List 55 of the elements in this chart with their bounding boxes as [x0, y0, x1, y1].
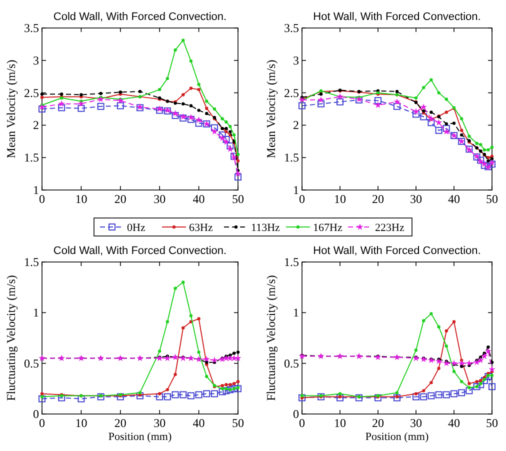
y-tick-label: 3.5 [24, 21, 39, 35]
x-tick-label: 40 [448, 192, 460, 206]
y-tick-label: 0.5 [24, 356, 39, 370]
legend-label: 223Hz [375, 222, 404, 234]
y-axis-title: Fluctuating Velocity (m/s) [4, 275, 18, 401]
y-tick-label: 2 [293, 118, 299, 132]
y-tick-label: 0 [293, 407, 299, 421]
x-tick-label: 20 [372, 416, 384, 430]
y-tick-label: 1.5 [284, 255, 299, 269]
y-axis-title: Fluctuating Velocity (m/s) [264, 275, 278, 401]
y-axis-title: Mean Velocity (m/s) [4, 60, 18, 158]
x-axis-title: Position (mm) [365, 431, 429, 443]
x-tick-label: 50 [232, 192, 244, 206]
y-tick-label: 1.5 [24, 150, 39, 165]
x-tick-label: 50 [232, 416, 244, 430]
x-tick-label: 50 [486, 416, 498, 430]
legend-label: 167Hz [313, 222, 342, 234]
x-tick-label: 40 [192, 192, 205, 206]
y-tick-label: 3 [293, 53, 299, 68]
y-tick-label: 1 [33, 306, 39, 320]
x-tick-label: 20 [372, 192, 384, 206]
y-tick-label: 1 [293, 306, 299, 320]
x-tick-label: 40 [448, 416, 460, 430]
x-tick-label: 40 [192, 416, 205, 430]
y-tick-label: 1 [33, 183, 39, 197]
x-tick-label: 30 [154, 192, 166, 206]
legend-label: 0Hz [127, 222, 146, 234]
x-tick-label: 20 [114, 192, 126, 206]
y-tick-label: 0.5 [284, 356, 299, 370]
y-tick-label: 0 [33, 407, 39, 421]
x-axis-title: Position (mm) [108, 431, 172, 443]
legend-label: 63Hz [189, 222, 213, 234]
y-tick-label: 2.5 [284, 86, 299, 100]
x-tick-label: 50 [486, 192, 498, 206]
chart-title: Hot Wall, With Forced Convection. [313, 245, 481, 257]
chart-title: Cold Wall, With Forced Convection. [53, 11, 227, 23]
x-tick-label: 10 [334, 192, 346, 206]
chart-title: Cold Wall, With Forced Convection. [53, 245, 227, 257]
x-tick-label: 10 [75, 192, 88, 206]
x-tick-label: 10 [334, 416, 346, 430]
x-tick-label: 10 [75, 416, 88, 430]
x-tick-label: 30 [154, 416, 166, 430]
y-tick-label: 3 [33, 53, 39, 68]
x-tick-label: 30 [410, 192, 422, 206]
legend-label: 113Hz [251, 222, 280, 234]
chart-title: Hot Wall, With Forced Convection. [313, 11, 481, 23]
x-tick-label: 30 [410, 416, 422, 430]
y-tick-label: 1.5 [284, 150, 299, 165]
y-tick-label: 2 [33, 118, 39, 132]
y-tick-label: 1 [293, 183, 299, 197]
y-tick-label: 1.5 [24, 255, 39, 269]
y-axis-title: Mean Velocity (m/s) [264, 60, 278, 158]
x-tick-label: 20 [114, 416, 126, 430]
y-tick-label: 3.5 [284, 21, 299, 35]
y-tick-label: 2.5 [24, 86, 39, 100]
